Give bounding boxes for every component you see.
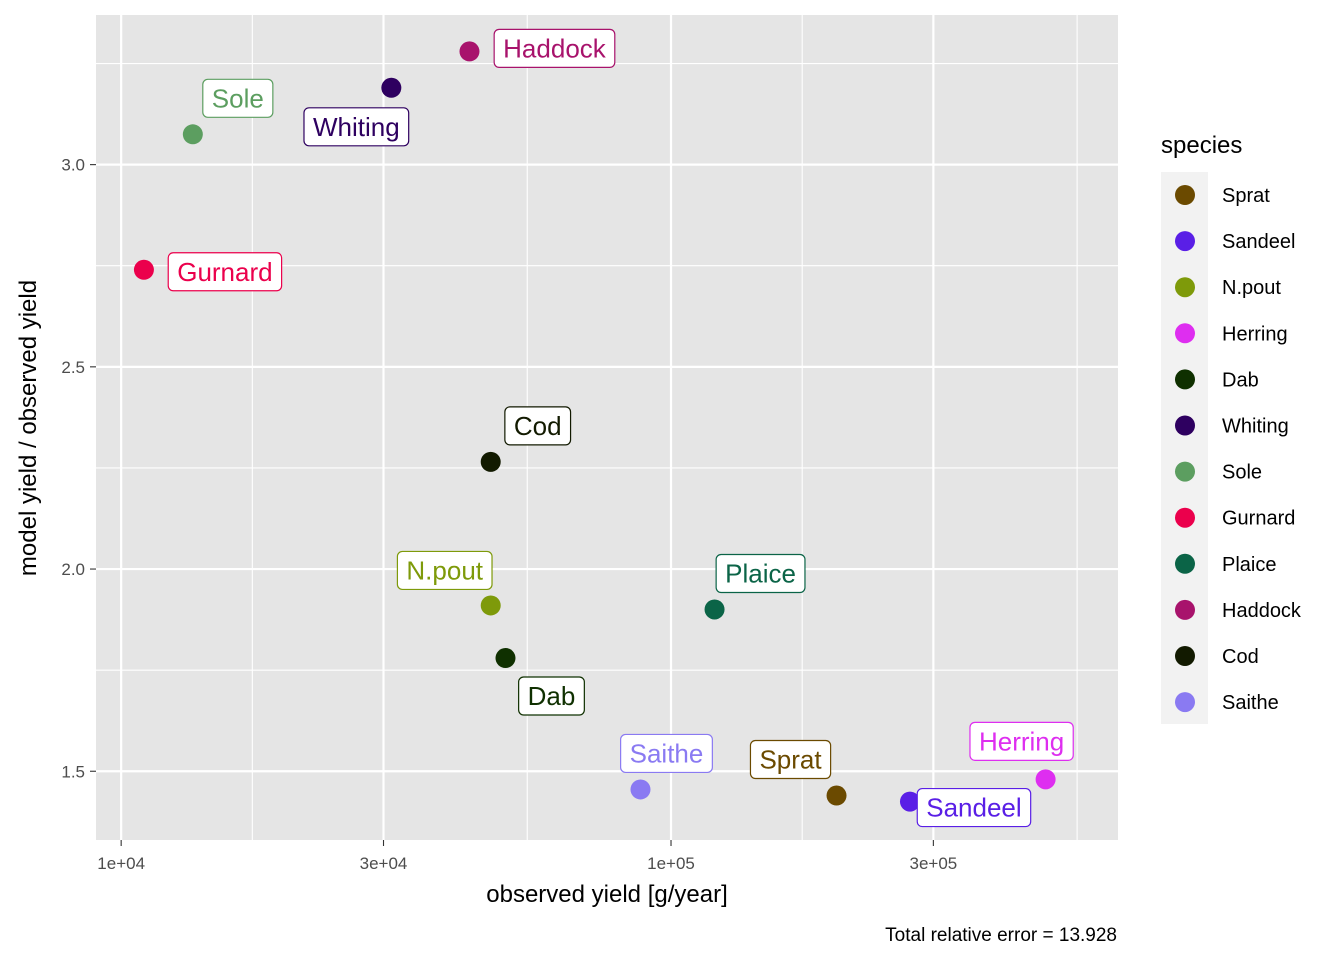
data-point-sandeel <box>899 791 920 812</box>
data-label-sole: Sole <box>202 78 274 118</box>
data-label-sprat: Sprat <box>749 739 832 780</box>
data-point-herring <box>1035 769 1056 790</box>
legend-label-whiting: Whiting <box>1222 416 1289 438</box>
legend-key-haddock <box>1175 599 1195 620</box>
x-tick-label: 3e+05 <box>909 854 957 873</box>
legend-items: Sprat Sandeel N.pout Herring Dab Whiting Sole G… <box>1175 185 1302 714</box>
data-point-dab <box>495 648 516 669</box>
data-label-box <box>969 721 1074 761</box>
legend-key-sandeel <box>1175 231 1195 252</box>
data-label-box <box>303 107 410 147</box>
legend-key-saithe <box>1175 692 1195 713</box>
legend-key-dab <box>1175 369 1195 390</box>
grid-major <box>96 15 1118 840</box>
legend-label-gurnard: Gurnard <box>1222 508 1295 530</box>
legend-label-sandeel: Sandeel <box>1222 231 1295 253</box>
legend-key-gurnard <box>1175 507 1195 528</box>
legend-title: species <box>1161 132 1242 159</box>
data-label-herring: Herring <box>969 721 1074 761</box>
data-point-n-pout <box>480 595 501 616</box>
data-label-box <box>715 553 806 594</box>
data-label-plaice: Plaice <box>715 553 806 594</box>
legend-label-n-pout: N.pout <box>1222 277 1281 299</box>
data-label-box <box>504 406 572 446</box>
y-tick-label: 2.0 <box>61 560 85 579</box>
data-label-text: N.pout <box>406 555 483 585</box>
data-label-box <box>518 676 585 716</box>
data-point-gurnard <box>133 259 154 280</box>
x-tick-label: 3e+04 <box>360 854 408 873</box>
y-tick-label: 2.5 <box>61 358 85 377</box>
data-label-box <box>202 78 274 118</box>
legend: species Sprat Sandeel N.pout Herring Dab Whit… <box>1161 132 1302 724</box>
data-point-haddock <box>459 41 480 62</box>
legend-key-n-pout <box>1175 277 1195 298</box>
data-label-text: Sandeel <box>926 793 1021 823</box>
data-point-saithe <box>630 779 651 800</box>
legend-key-herring <box>1175 323 1195 344</box>
data-label-text: Dab <box>528 681 576 711</box>
data-point-sprat <box>826 785 847 806</box>
legend-label-sole: Sole <box>1222 462 1262 484</box>
x-tick-label: 1e+04 <box>97 854 145 873</box>
legend-label-saithe: Saithe <box>1222 692 1279 714</box>
data-point-plaice <box>704 599 725 620</box>
legend-key-sprat <box>1175 185 1195 205</box>
legend-label-cod: Cod <box>1222 646 1259 668</box>
legend-label-haddock: Haddock <box>1222 600 1302 622</box>
data-label-haddock: Haddock <box>493 28 616 68</box>
data-label-text: Gurnard <box>177 257 272 287</box>
data-points <box>133 41 1056 812</box>
y-axis: 1.5 2.0 2.5 3.0 <box>61 156 96 781</box>
data-label-text: Herring <box>979 726 1064 756</box>
data-label-cod: Cod <box>504 406 572 446</box>
data-label-box <box>396 550 493 591</box>
y-tick-label: 1.5 <box>61 762 85 781</box>
legend-label-plaice: Plaice <box>1222 554 1276 576</box>
legend-label-sprat: Sprat <box>1222 185 1270 207</box>
legend-label-dab: Dab <box>1222 369 1259 391</box>
legend-key-plaice <box>1175 553 1195 574</box>
chart-caption: Total relative error = 13.928 <box>885 925 1117 946</box>
data-label-text: Whiting <box>313 112 400 142</box>
data-label-saithe: Saithe <box>620 733 713 774</box>
y-axis-title: model yield / observed yield <box>15 280 42 576</box>
data-label-text: Sole <box>212 83 264 113</box>
x-tick-label: 1e+05 <box>647 854 695 873</box>
data-label-text: Sprat <box>759 745 822 775</box>
legend-key-cod <box>1175 646 1195 666</box>
data-point-whiting <box>381 77 402 98</box>
x-axis: 1e+04 3e+04 1e+05 3e+05 <box>97 840 957 873</box>
data-point-sole <box>182 124 203 145</box>
data-label-box <box>749 739 832 780</box>
data-label-dab: Dab <box>518 676 585 716</box>
data-label-box <box>493 28 616 68</box>
legend-key-sole <box>1175 461 1195 482</box>
data-label-whiting: Whiting <box>303 107 410 147</box>
legend-key-whiting <box>1175 415 1195 436</box>
data-label-text: Cod <box>514 411 562 441</box>
data-label-text: Saithe <box>630 738 704 768</box>
plot-panel <box>96 15 1118 840</box>
data-label-n-pout: N.pout <box>396 550 493 591</box>
legend-key-background <box>1161 172 1208 724</box>
data-label-text: Plaice <box>725 558 796 588</box>
data-label-text: Haddock <box>503 33 607 63</box>
data-label-sandeel: Sandeel <box>916 787 1032 828</box>
data-point-cod <box>480 451 501 472</box>
y-tick-label: 3.0 <box>61 156 85 175</box>
x-axis-title: observed yield [g/year] <box>486 881 727 908</box>
data-label-box <box>620 733 713 774</box>
data-label-box <box>167 252 283 292</box>
data-label-box <box>916 787 1032 828</box>
data-label-gurnard: Gurnard <box>167 252 283 292</box>
data-labels: Sprat Sandeel N.pout Herring Dab Whiting Sole G… <box>167 28 1074 828</box>
legend-label-herring: Herring <box>1222 323 1288 345</box>
